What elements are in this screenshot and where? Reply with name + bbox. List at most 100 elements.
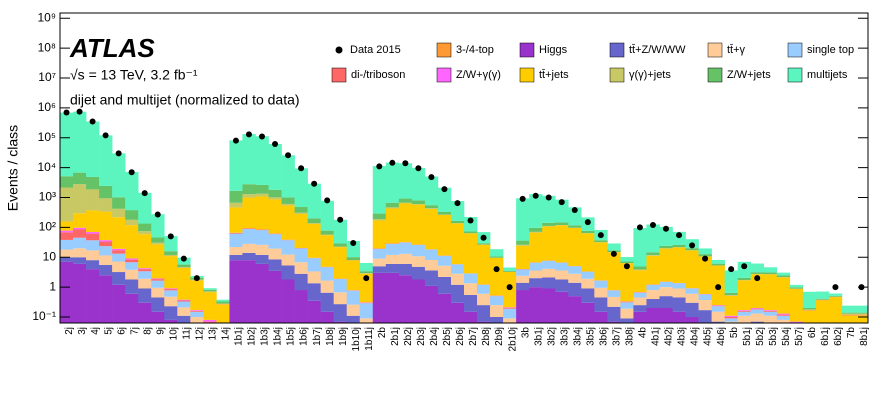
data-point — [585, 219, 591, 225]
bar-segment — [99, 246, 112, 255]
x-tick-label: 3b1j — [533, 327, 544, 346]
data-point — [741, 263, 747, 269]
bar-segment — [464, 231, 477, 233]
legend-label: Z/W+γ(γ) — [456, 69, 501, 81]
bar-segment — [712, 312, 725, 322]
data-point — [77, 109, 83, 115]
data-point — [168, 233, 174, 239]
x-tick-label: 3j — [77, 327, 88, 335]
bar-segment — [516, 246, 529, 269]
bar-segment — [425, 250, 438, 260]
bar-segment — [764, 267, 777, 272]
x-tick-label: 3b5j — [585, 327, 596, 346]
legend-label: di-/triboson — [351, 69, 405, 81]
bar-segment — [282, 155, 295, 197]
x-tick-label: 1b7j — [312, 327, 323, 346]
bar-segment — [829, 294, 842, 296]
bar-segment — [503, 307, 516, 308]
bar-segment — [659, 246, 672, 248]
bar-segment — [229, 191, 242, 203]
bar-segment — [633, 312, 646, 323]
x-tick-label: 4b5j — [703, 327, 714, 346]
bar-segment — [386, 264, 399, 273]
bar-segment — [594, 288, 607, 298]
data-point — [415, 165, 421, 171]
bar-segment — [60, 250, 73, 258]
data-point — [129, 169, 135, 175]
bar-segment — [151, 243, 164, 245]
x-tick-label: 1b10j — [351, 327, 362, 351]
data-point — [233, 138, 239, 144]
bar-segment — [138, 234, 151, 268]
bar-segment — [842, 316, 855, 323]
data-point — [402, 160, 408, 166]
bar-segment — [764, 316, 777, 323]
data-point — [454, 200, 460, 206]
bar-segment — [568, 274, 581, 283]
y-tick-label: 10⁵ — [38, 130, 56, 144]
bar-segment — [816, 300, 829, 323]
bar-segment — [73, 248, 86, 257]
data-point — [103, 132, 109, 138]
bar-segment — [334, 247, 347, 279]
data-point — [311, 181, 317, 187]
bar-segment — [255, 255, 268, 264]
bar-segment — [255, 245, 268, 255]
bar-segment — [464, 312, 477, 323]
data-point — [728, 266, 734, 272]
bar-segment — [529, 263, 542, 271]
bar-segment — [542, 288, 555, 323]
data-point — [155, 211, 161, 217]
x-tick-label: 2b — [377, 327, 388, 339]
bar-segment — [321, 201, 334, 231]
bar-segment — [190, 312, 203, 317]
data-point — [689, 242, 695, 248]
bar-segment — [60, 113, 73, 177]
bar-segment — [86, 240, 99, 250]
bar-segment — [712, 264, 725, 266]
x-tick-label: 5b3j — [768, 327, 779, 346]
bar-segment — [738, 316, 751, 323]
bar-segment — [673, 297, 686, 311]
bar-segment — [764, 310, 777, 311]
bar-segment — [425, 205, 438, 208]
bar-segment — [138, 231, 151, 234]
bar-segment — [620, 309, 633, 319]
bar-segment — [60, 188, 73, 222]
bar-segment — [673, 288, 686, 297]
bar-segment — [308, 184, 321, 219]
bar-segment — [360, 263, 373, 271]
bar-segment — [308, 224, 321, 258]
bar-segment — [112, 262, 125, 273]
bar-segment — [151, 281, 164, 288]
bar-segment — [777, 315, 790, 316]
data-point — [624, 263, 630, 269]
bar-segment — [581, 272, 594, 279]
bar-segment — [412, 205, 425, 245]
bar-segment — [751, 309, 764, 313]
bar-segment — [568, 266, 581, 274]
bar-segment — [412, 256, 425, 267]
bar-segment — [373, 266, 386, 273]
legend-swatch — [332, 68, 346, 82]
bar-segment — [73, 229, 86, 237]
bar-segment — [686, 250, 699, 288]
data-point — [246, 131, 252, 137]
bar-segment — [334, 246, 347, 247]
bar-segment — [151, 312, 164, 323]
bar-segment — [399, 243, 412, 254]
x-tick-label: 6b2j — [833, 327, 844, 346]
bar-segment — [99, 242, 112, 247]
bar-segment — [138, 288, 151, 302]
bar-segment — [282, 206, 295, 240]
bar-segment — [490, 317, 503, 323]
x-tick-label: 7b — [846, 327, 857, 339]
bar-segment — [699, 248, 712, 254]
data-point — [64, 110, 70, 116]
x-tick-label: 12j — [194, 327, 205, 340]
bar-segment — [334, 304, 347, 322]
bar-segment — [764, 311, 777, 312]
bar-segment — [321, 293, 334, 312]
bar-segment — [699, 257, 712, 294]
bar-segment — [203, 288, 216, 289]
